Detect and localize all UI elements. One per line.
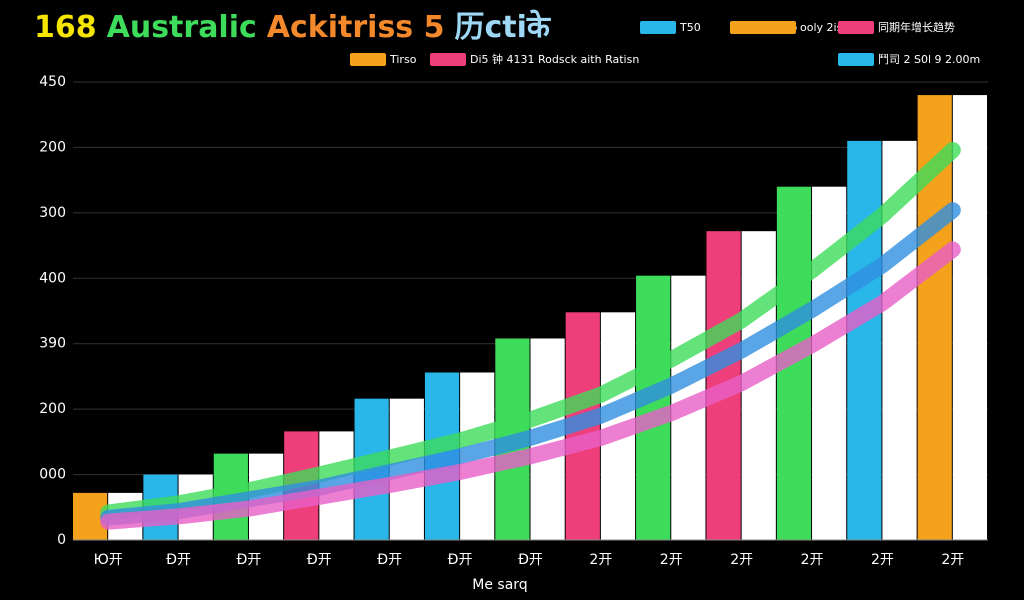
x-tick-label: Ð开	[307, 552, 332, 568]
legend-label: Tirso	[389, 53, 417, 66]
title-part: 168	[34, 10, 97, 45]
title-part: Ackitriss 5	[267, 10, 445, 45]
y-tick-label: 200	[39, 401, 66, 417]
legend-label: 同期年增长趋势	[878, 20, 955, 34]
y-tick-label: 0	[57, 532, 66, 548]
x-tick-label: 2开	[801, 552, 824, 568]
legend-label: ooly 2is	[800, 21, 843, 34]
y-tick-label: 450	[39, 74, 66, 90]
legend-label: Di5 钟 4131 Rodsck aith Ratisn	[470, 52, 639, 66]
y-tick-label: 000	[39, 467, 66, 483]
x-tick-label: 2开	[730, 552, 753, 568]
trend-line	[100, 202, 961, 526]
chart-title: 168 Australic Ackitriss 5 历ctiके	[34, 9, 551, 45]
x-tick-label: 2开	[871, 552, 894, 568]
x-tick-label: Ю开	[94, 552, 123, 568]
y-tick-label: 200	[39, 139, 66, 155]
legend-swatch	[760, 21, 796, 34]
title-part: 历ctiके	[454, 9, 550, 45]
trend-line	[100, 142, 961, 521]
x-tick-label: Ð开	[377, 552, 402, 568]
y-tick-label: 400	[39, 270, 66, 286]
x-tick-label: Ð开	[518, 552, 543, 568]
x-axis-label: Me sarq	[472, 577, 527, 593]
x-tick-label: Ð开	[448, 552, 473, 568]
y-tick-label: 390	[39, 336, 66, 352]
legend-swatch	[838, 53, 874, 66]
bar	[847, 140, 882, 540]
title-part: Australic	[107, 10, 257, 45]
legend-label: 鬥司 2 S0l 9 2.00m	[878, 53, 980, 66]
legend-swatch	[730, 21, 766, 34]
y-tick-label: 300	[39, 205, 66, 221]
x-tick-label: Ð开	[166, 552, 191, 568]
legend-swatch	[350, 53, 386, 66]
x-tick-label: 2开	[589, 552, 612, 568]
x-tick-label: 2开	[660, 552, 683, 568]
legend-label: T50	[679, 21, 701, 34]
legend-swatch	[640, 21, 676, 34]
legend-swatch	[430, 53, 466, 66]
x-tick-label: Ð开	[237, 552, 262, 568]
x-tick-label: 2开	[941, 552, 964, 568]
trend-line	[100, 241, 961, 530]
bar	[952, 95, 987, 540]
legend-swatch	[838, 21, 874, 34]
